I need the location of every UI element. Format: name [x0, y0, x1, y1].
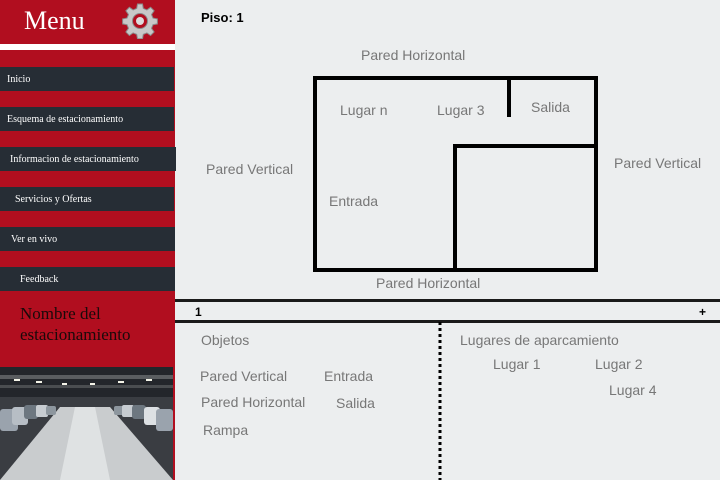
nav-item-informacion[interactable]: Informacion de estacionamiento — [0, 147, 176, 171]
spot-2-item[interactable]: Lugar 2 — [595, 356, 643, 372]
nav-item-ver-en-vivo[interactable]: Ver en vivo — [0, 227, 175, 251]
spot-3-label[interactable]: Lugar 3 — [437, 102, 485, 118]
wall-right[interactable] — [594, 76, 598, 272]
menu-divider — [0, 44, 175, 50]
spots-heading: Lugares de aparcamiento — [460, 332, 619, 348]
wall-exit-divider[interactable] — [507, 78, 511, 117]
object-exit[interactable]: Salida — [336, 395, 375, 411]
wall-top[interactable] — [313, 76, 598, 80]
exit-label[interactable]: Salida — [531, 99, 570, 115]
parking-lot-photo — [0, 367, 173, 480]
wall-left-label[interactable]: Pared Vertical — [206, 161, 294, 177]
wall-bottom[interactable] — [313, 268, 598, 272]
wall-top-label[interactable]: Pared Horizontal — [361, 47, 466, 63]
nav-item-inicio[interactable]: Inicio — [0, 67, 174, 91]
palette-divider — [438, 322, 442, 480]
spot-4-item[interactable]: Lugar 4 — [609, 382, 657, 398]
objects-heading: Objetos — [201, 332, 250, 348]
floor-title: Piso: 1 — [201, 10, 244, 25]
object-horizontal-wall[interactable]: Pared Horizontal — [201, 394, 306, 410]
nav-item-servicios[interactable]: Servicios y Ofertas — [0, 187, 174, 211]
floor-number[interactable]: 1 — [195, 305, 202, 319]
nav-item-feedback[interactable]: Feedback — [0, 267, 175, 291]
spot-1-item[interactable]: Lugar 1 — [493, 356, 541, 372]
object-entrance[interactable]: Entrada — [324, 368, 374, 384]
object-ramp[interactable]: Rampa — [203, 422, 249, 438]
menu-header: Menu — [0, 0, 175, 44]
gear-icon[interactable] — [122, 3, 158, 39]
toolbar-top-line — [175, 299, 720, 302]
wall-inner-vertical[interactable] — [453, 144, 457, 270]
entrance-label[interactable]: Entrada — [329, 193, 379, 209]
add-floor-button[interactable]: + — [699, 305, 707, 319]
object-vertical-wall[interactable]: Pared Vertical — [200, 368, 288, 384]
wall-inner-horizontal[interactable] — [453, 144, 596, 148]
spot-n-label[interactable]: Lugar n — [340, 102, 388, 118]
wall-left[interactable] — [313, 76, 317, 272]
wall-right-label[interactable]: Pared Vertical — [614, 155, 702, 171]
nav-item-esquema[interactable]: Esquema de estacionamiento — [0, 107, 174, 131]
toolbar-bottom-line — [175, 320, 720, 323]
wall-bottom-label[interactable]: Pared Horizontal — [376, 275, 481, 291]
parking-lot-name: Nombre del estacionamiento — [20, 304, 131, 344]
menu-title: Menu — [24, 6, 85, 35]
